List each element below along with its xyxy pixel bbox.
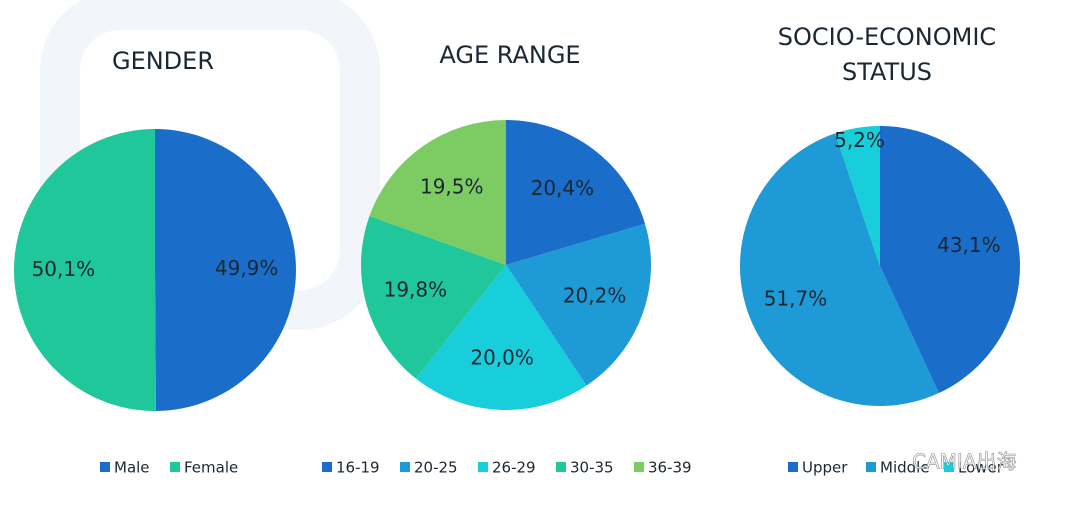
legend-swatch bbox=[478, 462, 488, 472]
legend-swatch bbox=[170, 462, 180, 472]
pie-slice bbox=[369, 120, 506, 265]
pie-slice bbox=[506, 223, 651, 386]
legend-label: Middle bbox=[880, 459, 930, 477]
data-label: 19,8% bbox=[384, 277, 448, 301]
pie-slice bbox=[361, 216, 506, 379]
pie-slice bbox=[835, 126, 880, 266]
data-label: 5,2% bbox=[834, 128, 885, 152]
data-label: 51,7% bbox=[764, 286, 828, 310]
legend-swatch bbox=[634, 462, 644, 472]
legend-label: Lower bbox=[958, 459, 1004, 477]
data-label: 20,4% bbox=[531, 176, 595, 200]
data-label: 20,0% bbox=[470, 346, 534, 370]
data-label: 50,1% bbox=[32, 257, 96, 281]
legend-swatch bbox=[322, 462, 332, 472]
data-label: 43,1% bbox=[937, 233, 1001, 257]
pie-slice bbox=[740, 133, 939, 406]
legend-swatch bbox=[944, 462, 954, 472]
chart-title: STATUS bbox=[842, 58, 932, 86]
legend-label: 26-29 bbox=[492, 459, 536, 477]
legend-label: Male bbox=[114, 459, 150, 477]
legend-label: 30-35 bbox=[570, 459, 614, 477]
legend-label: Upper bbox=[802, 459, 848, 477]
legend-swatch bbox=[788, 462, 798, 472]
legend-label: 20-25 bbox=[414, 459, 458, 477]
legend-swatch bbox=[100, 462, 110, 472]
pie-slice bbox=[13, 129, 156, 412]
data-label: 49,9% bbox=[215, 256, 279, 280]
chart-title: SOCIO-ECONOMIC bbox=[778, 23, 996, 51]
legend-label: 36-39 bbox=[648, 459, 692, 477]
pie-slice bbox=[880, 126, 1021, 394]
chart-title: AGE RANGE bbox=[439, 41, 580, 69]
pie-slice bbox=[506, 120, 646, 265]
legend-swatch bbox=[556, 462, 566, 472]
legend-label: 16-19 bbox=[336, 459, 380, 477]
chart-title: GENDER bbox=[112, 47, 214, 75]
pie-slice bbox=[155, 129, 296, 411]
data-label: 19,5% bbox=[420, 174, 484, 198]
data-label: 20,2% bbox=[563, 284, 627, 308]
pie-slice bbox=[415, 265, 587, 410]
watermark: CAMIA出海 bbox=[912, 450, 1016, 474]
legend-swatch bbox=[866, 462, 876, 472]
legend-swatch bbox=[400, 462, 410, 472]
legend-label: Female bbox=[184, 459, 238, 477]
